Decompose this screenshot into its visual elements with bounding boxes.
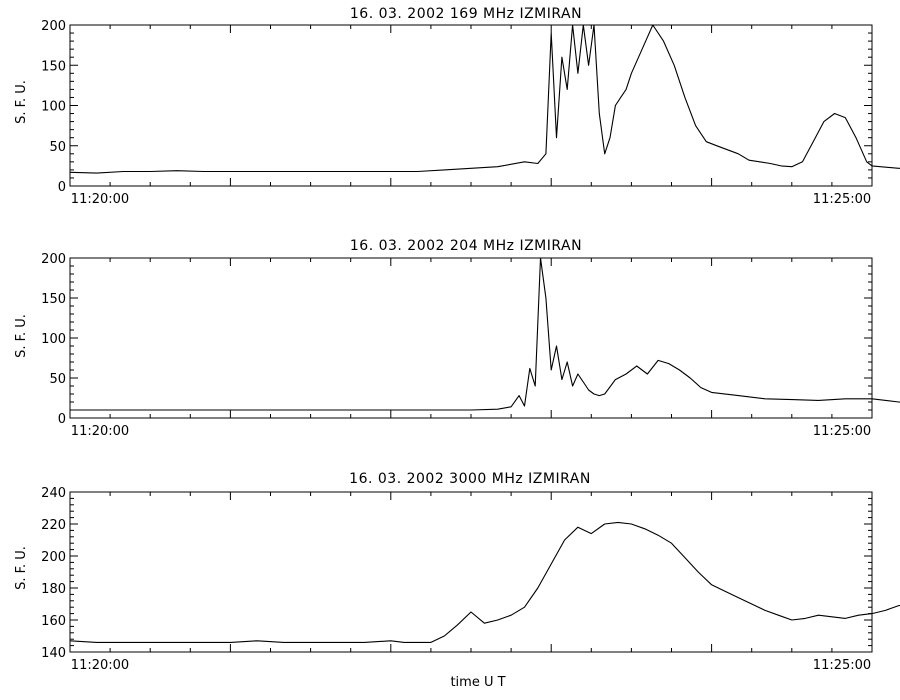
y-tick-label: 200 bbox=[41, 550, 66, 565]
y-axis-label: S. F. U. bbox=[14, 80, 29, 124]
chart-title: 16. 03. 2002 3000 MHz IZMIRAN bbox=[349, 471, 591, 487]
y-axis-label: S. F. U. bbox=[14, 546, 29, 590]
x-tick-label: 11:25:00 bbox=[813, 424, 871, 439]
y-tick-label: 220 bbox=[41, 518, 66, 533]
chart-title: 16. 03. 2002 204 MHz IZMIRAN bbox=[350, 238, 582, 254]
y-tick-label: 200 bbox=[41, 19, 66, 34]
chart-panel-3000mhz: 16. 03. 2002 3000 MHz IZMIRAN S. F. U. t… bbox=[14, 471, 900, 690]
chart-panel-204mhz: 16. 03. 2002 204 MHz IZMIRAN S. F. U. 0 5… bbox=[14, 238, 900, 439]
y-tick-label: 50 bbox=[49, 372, 66, 387]
y-tick-label: 100 bbox=[41, 332, 66, 347]
y-tick-label: 50 bbox=[49, 140, 66, 155]
plot-frame bbox=[69, 257, 873, 419]
plot-frame bbox=[69, 24, 873, 187]
y-tick-label: 200 bbox=[41, 252, 66, 267]
y-tick-label: 180 bbox=[41, 582, 66, 597]
y-tick-label: 100 bbox=[41, 100, 66, 115]
y-axis-label: S. F. U. bbox=[14, 314, 29, 358]
series-line bbox=[70, 257, 900, 411]
x-tick-label: 11:20:00 bbox=[71, 424, 129, 439]
y-tick-label: 140 bbox=[41, 646, 66, 661]
x-tick-label: 11:20:00 bbox=[71, 192, 129, 207]
y-tick-label: 240 bbox=[41, 486, 66, 501]
x-tick-label: 11:25:00 bbox=[813, 192, 871, 207]
y-tick-label: 0 bbox=[58, 180, 66, 195]
y-tick-label: 160 bbox=[41, 614, 66, 629]
y-tick-label: 150 bbox=[41, 292, 66, 307]
y-tick-label: 150 bbox=[41, 59, 66, 74]
plot-frame bbox=[69, 491, 873, 653]
series-line bbox=[69, 24, 900, 174]
x-tick-label: 11:20:00 bbox=[71, 658, 129, 673]
x-axis-label: time U T bbox=[450, 675, 505, 690]
x-tick-label: 11:25:00 bbox=[813, 658, 871, 673]
chart-title: 16. 03. 2002 169 MHz IZMIRAN bbox=[350, 6, 582, 22]
chart-panel-169mhz: 16. 03. 2002 169 MHz IZMIRAN S. F. U. 0 5… bbox=[14, 6, 900, 207]
series-line bbox=[69, 521, 900, 643]
y-tick-label: 0 bbox=[58, 412, 66, 427]
